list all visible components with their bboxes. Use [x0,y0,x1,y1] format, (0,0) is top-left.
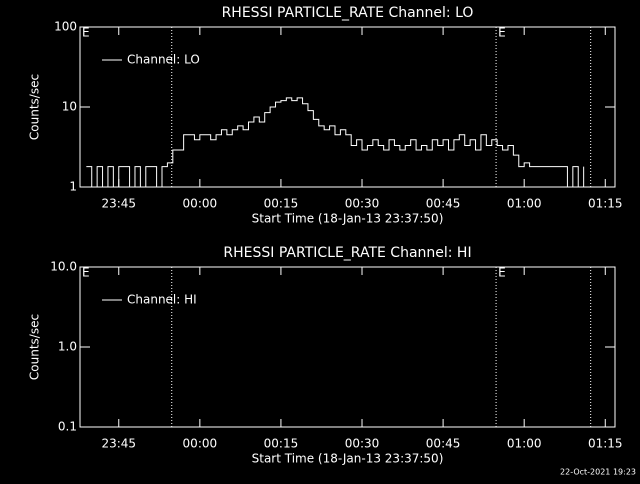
plot-frame [79,266,616,428]
x-tick-label: 00:15 [264,197,299,211]
x-tick-label: 00:00 [183,197,218,211]
event-flag: E [498,26,506,40]
x-tick-label: 01:15 [588,437,623,451]
chart-title: RHESSI PARTICLE_RATE Channel: LO [222,5,474,21]
footer-timestamp: 22-Oct-2021 19:23 [560,468,636,477]
x-tick-label: 01:15 [588,197,623,211]
y-tick-label: 10 [62,100,77,114]
x-tick-label: 23:45 [101,197,136,211]
y-axis-title: Counts/sec [28,74,42,140]
y-tick-label: 1.0 [58,340,77,354]
y-axis-title: Counts/sec [28,314,42,380]
x-tick-label: 00:45 [426,197,461,211]
x-tick-label: 00:30 [345,437,380,451]
legend-label: Channel: LO [127,53,200,67]
x-axis-title: Start Time (18-Jan-13 23:37:50) [252,212,444,226]
x-tick-label: 01:00 [507,437,542,451]
event-flag: E [82,266,90,280]
event-flag: E [82,26,90,40]
y-tick-label: 100 [54,20,77,34]
x-tick-label: 00:30 [345,197,380,211]
x-tick-label: 23:45 [101,437,136,451]
y-tick-label: 0.1 [58,420,77,434]
x-tick-label: 01:00 [507,197,542,211]
x-tick-label: 00:00 [183,437,218,451]
y-tick-label: 10.0 [50,260,77,274]
x-axis-title: Start Time (18-Jan-13 23:37:50) [252,452,444,466]
x-tick-label: 00:45 [426,437,461,451]
legend-label: Channel: HI [127,293,197,307]
y-tick-label: 1 [69,180,77,194]
data-line [86,97,585,188]
chart-title: RHESSI PARTICLE_RATE Channel: HI [223,245,471,261]
event-flag: E [498,266,506,280]
plot-frame [79,26,616,188]
x-tick-label: 00:15 [264,437,299,451]
